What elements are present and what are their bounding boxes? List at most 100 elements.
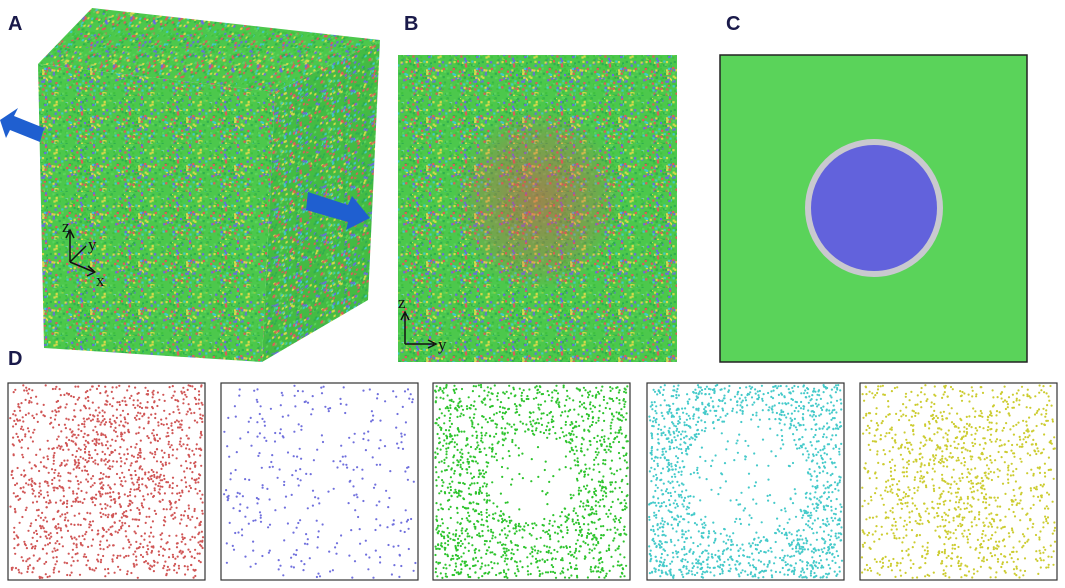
atom-dot — [703, 430, 706, 433]
atom-dot — [83, 498, 86, 501]
atom-dot — [75, 538, 78, 541]
atom-dot — [585, 467, 588, 470]
atom-dot — [182, 398, 185, 401]
atom-dot — [612, 539, 615, 542]
atom-dot — [107, 572, 110, 575]
atom-dot — [79, 448, 82, 451]
atom-dot — [179, 423, 182, 426]
atom-dot — [135, 559, 138, 562]
atom-dot — [601, 385, 604, 388]
atom-dot — [564, 507, 567, 510]
atom-dot — [117, 565, 120, 568]
atom-dot — [116, 435, 119, 438]
atom-dot — [545, 425, 549, 428]
atom-dot — [501, 417, 505, 420]
atom-dot — [447, 539, 450, 543]
atom-dot — [816, 475, 819, 478]
atom-dot — [826, 520, 829, 523]
atom-dot — [188, 407, 191, 410]
atom-dot — [67, 479, 70, 482]
atom-dot — [840, 539, 843, 542]
atom-dot — [611, 490, 614, 493]
atom-dot — [28, 461, 31, 464]
atom-dot — [130, 571, 133, 575]
atom-dot — [503, 392, 506, 395]
atom-dot — [35, 500, 39, 503]
atom-dot — [157, 421, 160, 424]
atom-dot — [597, 542, 600, 545]
atom-dot — [504, 552, 507, 555]
atom-dot — [168, 484, 171, 487]
atom-dot — [545, 530, 549, 533]
atom-dot — [286, 451, 290, 454]
atom-dot — [104, 434, 107, 437]
atom-dot — [496, 392, 499, 395]
atom-dot — [73, 514, 76, 517]
atom-dot — [542, 529, 545, 532]
atom-dot — [450, 495, 453, 498]
atom-dot — [118, 503, 121, 506]
atom-dot — [115, 472, 119, 476]
atom-dot — [56, 438, 59, 441]
atom-dot — [315, 575, 318, 579]
atom-dot — [625, 412, 628, 415]
atom-dot — [460, 448, 463, 451]
atom-dot — [474, 527, 477, 530]
atom-dot — [76, 479, 79, 483]
atom-dot — [455, 529, 458, 532]
atom-dot — [540, 417, 543, 420]
atom-dot — [59, 515, 62, 518]
atom-dot — [736, 393, 739, 396]
atom-dot — [400, 564, 403, 568]
atom-dot — [372, 576, 375, 579]
atom-dot — [123, 416, 126, 419]
atom-dot — [126, 573, 129, 576]
atom-dot — [751, 542, 754, 545]
atom-dot — [512, 553, 515, 556]
atom-dot — [110, 532, 113, 536]
atom-dot — [406, 518, 410, 522]
atom-dot — [472, 557, 475, 560]
atom-dot — [442, 391, 445, 394]
atom-dot — [443, 414, 446, 417]
atom-dot — [310, 413, 313, 416]
atom-dot — [668, 463, 671, 467]
atom-dot — [94, 459, 97, 462]
atom-dot — [840, 559, 844, 562]
atom-dot — [168, 500, 171, 503]
atom-dot — [468, 416, 471, 419]
atom-dot — [110, 390, 113, 393]
atom-dot — [580, 447, 583, 450]
atom-dot — [46, 543, 50, 546]
atom-dot — [459, 544, 462, 548]
axis-label: y — [438, 335, 447, 354]
atom-dot — [65, 444, 69, 447]
atom-dot — [597, 419, 600, 422]
map-frame — [220, 382, 419, 581]
atom-dot — [613, 526, 616, 529]
atom-dot — [16, 494, 19, 498]
atom-dot — [303, 542, 307, 545]
atom-dot — [486, 465, 489, 468]
atom-dot — [95, 497, 98, 500]
atom-dot — [193, 411, 196, 414]
atom-dot — [611, 387, 614, 390]
atom-dot — [767, 499, 770, 502]
atom-dot — [234, 415, 237, 418]
atom-dot — [483, 498, 486, 501]
atom-dot — [468, 406, 471, 410]
atom-dot — [811, 556, 814, 559]
atom-dot — [444, 469, 447, 472]
atom-dot — [579, 489, 583, 492]
atom-dot — [832, 512, 836, 515]
atom-dot — [314, 496, 317, 499]
atom-dot — [451, 438, 454, 441]
atom-dot — [443, 461, 446, 464]
atom-dot — [12, 492, 15, 495]
atom-dot — [96, 463, 100, 466]
atom-dot — [554, 432, 557, 435]
atom-dot — [452, 400, 455, 403]
atom-dot — [171, 482, 174, 485]
atom-dot — [610, 505, 613, 509]
atom-dot — [768, 560, 771, 563]
